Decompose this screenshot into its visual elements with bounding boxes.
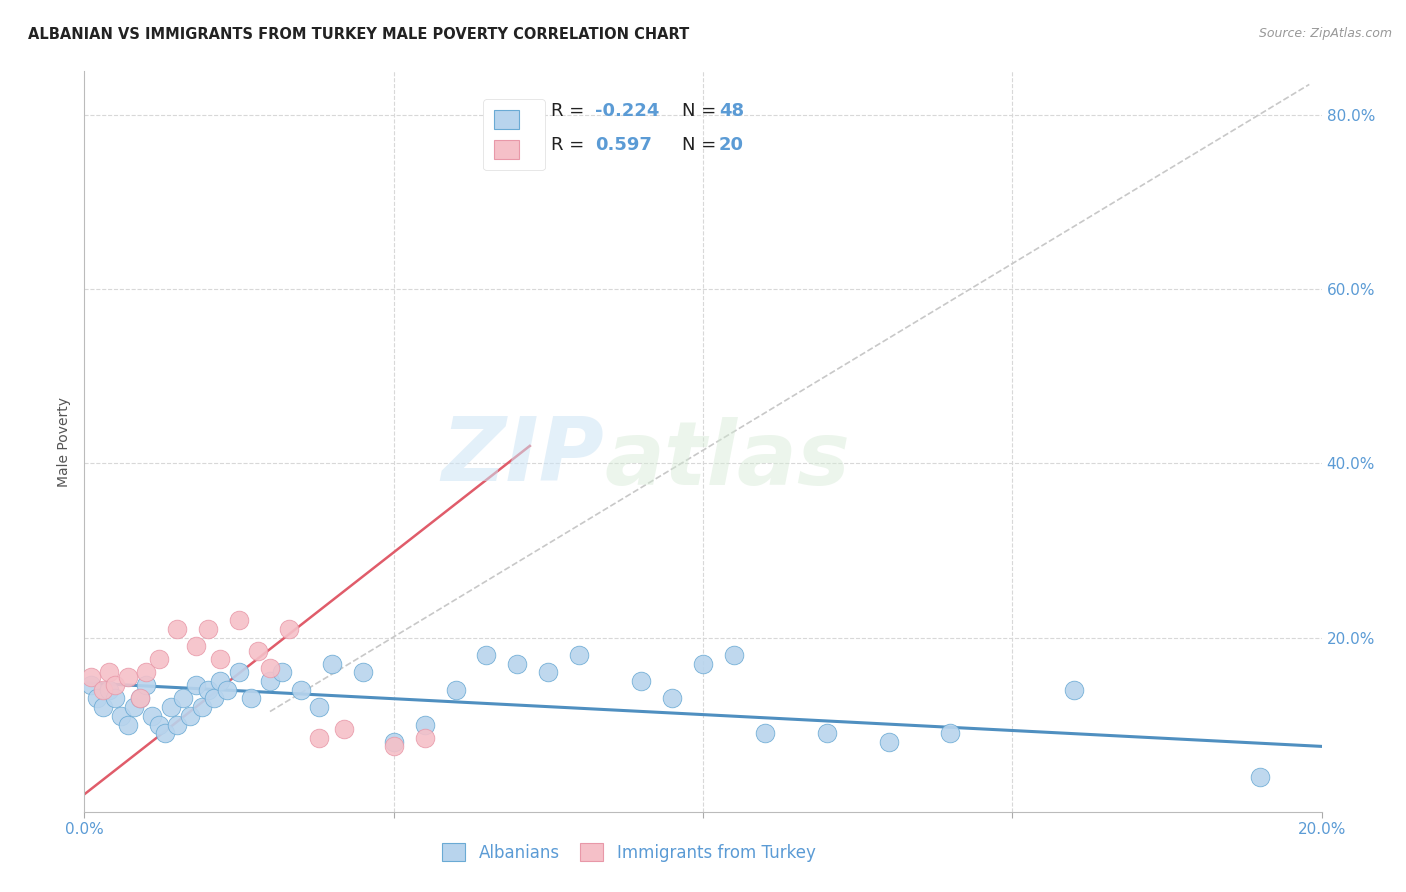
Point — [184, 678, 207, 692]
Point — [939, 726, 962, 740]
Text: N =: N = — [682, 136, 721, 154]
Text: R =: R = — [551, 136, 589, 154]
Text: Source: ZipAtlas.com: Source: ZipAtlas.com — [1258, 27, 1392, 40]
Point — [568, 648, 591, 662]
Point — [79, 670, 101, 684]
Point — [754, 726, 776, 740]
Text: N =: N = — [682, 102, 721, 120]
Text: 0.597: 0.597 — [595, 136, 652, 154]
Text: ZIP: ZIP — [441, 413, 605, 500]
Point — [661, 691, 683, 706]
Point — [352, 665, 374, 680]
Point — [86, 691, 108, 706]
Point — [98, 665, 121, 680]
Point — [104, 678, 127, 692]
Point — [197, 682, 219, 697]
Text: R =: R = — [551, 102, 589, 120]
Point — [117, 717, 139, 731]
Text: atlas: atlas — [605, 417, 849, 504]
Point — [172, 691, 194, 706]
Point — [413, 731, 436, 745]
Point — [166, 717, 188, 731]
Point — [179, 709, 201, 723]
Point — [723, 648, 745, 662]
Point — [197, 622, 219, 636]
Point — [240, 691, 263, 706]
Point — [259, 674, 281, 689]
Point — [209, 674, 232, 689]
Point — [202, 691, 225, 706]
Point — [877, 735, 900, 749]
Text: 48: 48 — [718, 102, 744, 120]
Point — [117, 670, 139, 684]
Point — [1249, 770, 1271, 784]
Point — [166, 622, 188, 636]
Point — [141, 709, 163, 723]
Point — [215, 682, 238, 697]
Legend: Albanians, Immigrants from Turkey: Albanians, Immigrants from Turkey — [434, 835, 824, 870]
Point — [110, 709, 132, 723]
Point — [1063, 682, 1085, 697]
Point — [122, 700, 145, 714]
Text: 20: 20 — [718, 136, 744, 154]
Point — [271, 665, 294, 680]
Point — [692, 657, 714, 671]
Point — [129, 691, 152, 706]
Point — [382, 739, 405, 754]
Point — [308, 700, 330, 714]
Point — [444, 682, 467, 697]
Point — [228, 613, 250, 627]
Point — [506, 657, 529, 671]
Point — [382, 735, 405, 749]
Point — [246, 643, 269, 657]
Point — [630, 674, 652, 689]
Point — [129, 691, 152, 706]
Point — [135, 678, 157, 692]
Point — [308, 731, 330, 745]
Point — [537, 665, 560, 680]
Point — [333, 722, 356, 736]
Point — [79, 678, 101, 692]
Point — [135, 665, 157, 680]
Text: ALBANIAN VS IMMIGRANTS FROM TURKEY MALE POVERTY CORRELATION CHART: ALBANIAN VS IMMIGRANTS FROM TURKEY MALE … — [28, 27, 689, 42]
Point — [475, 648, 498, 662]
Point — [184, 639, 207, 653]
Point — [148, 652, 170, 666]
Text: -0.224: -0.224 — [595, 102, 659, 120]
Y-axis label: Male Poverty: Male Poverty — [58, 397, 72, 486]
Point — [153, 726, 176, 740]
Point — [815, 726, 838, 740]
Point — [104, 691, 127, 706]
Point — [413, 717, 436, 731]
Point — [228, 665, 250, 680]
Point — [259, 661, 281, 675]
Point — [321, 657, 343, 671]
Point — [290, 682, 312, 697]
Point — [191, 700, 214, 714]
Point — [277, 622, 299, 636]
Point — [160, 700, 183, 714]
Point — [91, 682, 114, 697]
Point — [98, 682, 121, 697]
Point — [209, 652, 232, 666]
Point — [91, 700, 114, 714]
Point — [148, 717, 170, 731]
